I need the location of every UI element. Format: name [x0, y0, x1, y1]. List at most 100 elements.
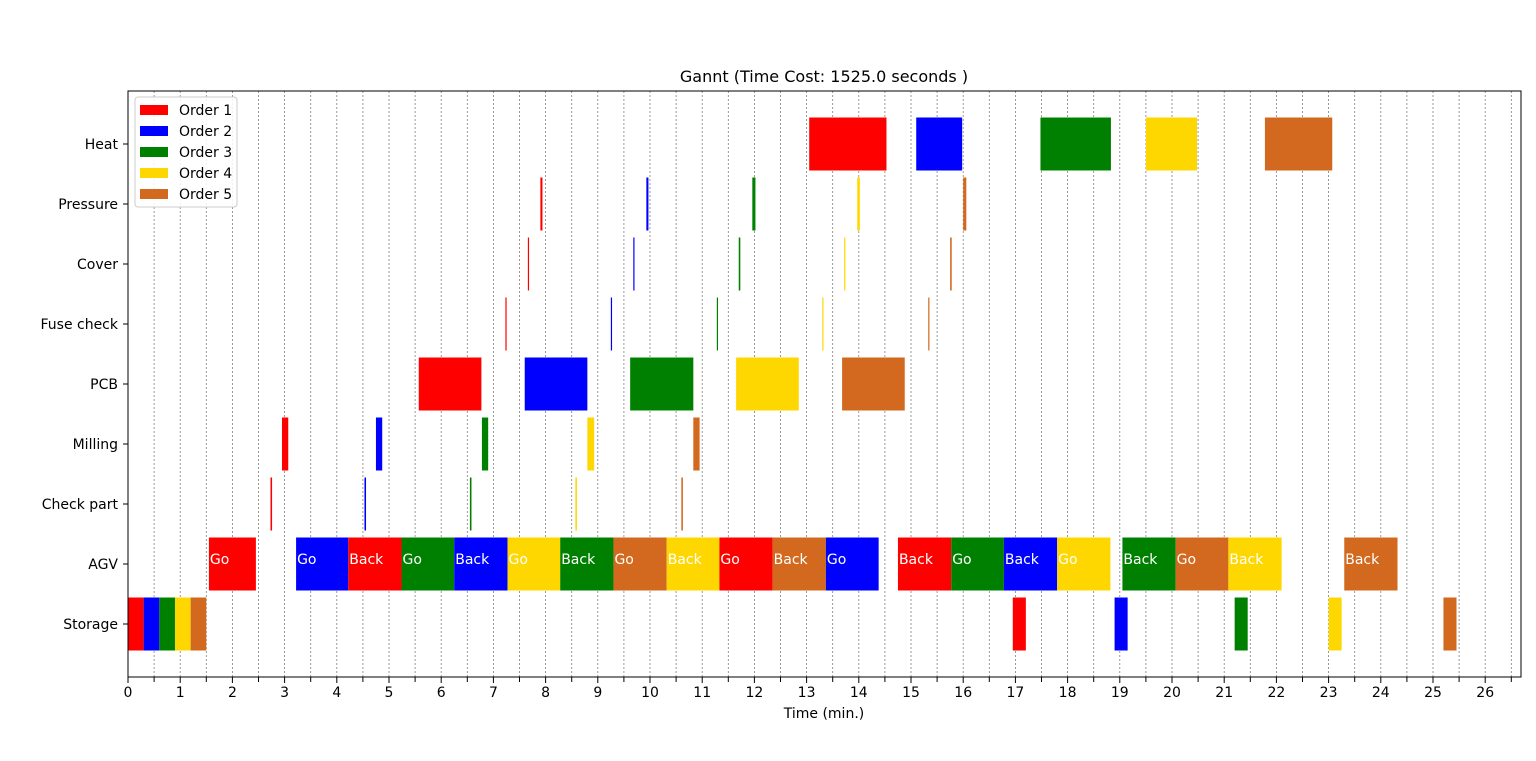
x-tick-label: 17 [1006, 685, 1024, 701]
y-tick-label: Cover [77, 257, 118, 273]
task-bar [738, 237, 741, 291]
task-bar [143, 597, 160, 651]
task-bar [646, 177, 649, 231]
x-tick-label: 13 [798, 685, 816, 701]
x-tick-label: 11 [693, 685, 711, 701]
task-bar [1040, 117, 1111, 171]
task-label: Go [297, 552, 316, 568]
task-bar [693, 417, 700, 471]
legend-swatch [140, 105, 168, 115]
task-bar [469, 477, 472, 531]
task-bar [1443, 597, 1457, 651]
legend: Order 1 Order 2 Order 3 Order 4 Order 5 [134, 96, 238, 208]
x-tick-label: 0 [124, 685, 133, 701]
task-bar [128, 597, 144, 651]
task-bar [822, 297, 824, 351]
x-tick-label: 1 [176, 685, 185, 701]
x-tick-label: 20 [1163, 685, 1181, 701]
task-bar [375, 417, 383, 471]
task-bar [1264, 117, 1333, 171]
y-tick-label: AGV [88, 557, 118, 573]
task-bar [1145, 117, 1198, 171]
task-bar [719, 537, 773, 591]
task-bar [348, 537, 402, 591]
y-tick-label: Storage [63, 617, 118, 633]
task-bar [825, 537, 879, 591]
task-bar [666, 537, 720, 591]
legend-label: Order 2 [179, 124, 232, 140]
axes: 0 1 2 3 4 5 6 7 8 9 10 11 12 13 14 15 16 17 18 19 20 21 22 23 24… [40, 90, 1522, 701]
task-bar [897, 537, 952, 591]
task-bars: Go Go Back Go Back Go Back Go Back Go Back Go Back Go… [128, 117, 1457, 651]
task-bar [418, 357, 482, 411]
task-label: Go [210, 552, 229, 568]
legend-label: Order 1 [179, 103, 232, 119]
task-bar [1175, 537, 1229, 591]
task-label: Back [1005, 552, 1040, 568]
task-label: Back [1229, 552, 1264, 568]
task-bar [481, 417, 489, 471]
task-bar [208, 537, 256, 591]
task-bar [454, 537, 508, 591]
x-tick-label: 24 [1372, 685, 1390, 701]
x-tick-label: 8 [541, 685, 550, 701]
task-bar [1114, 597, 1128, 651]
task-bar [296, 537, 349, 591]
task-label: Back [1345, 552, 1380, 568]
task-bar [540, 177, 543, 231]
x-tick-label: 2 [228, 685, 237, 701]
task-bar [736, 357, 799, 411]
x-tick-label: 19 [1111, 685, 1129, 701]
legend-label: Order 3 [179, 145, 232, 161]
x-tick-label: 4 [332, 685, 341, 701]
task-label: Go [1177, 552, 1196, 568]
legend-label: Order 4 [179, 166, 232, 182]
x-tick-label: 7 [489, 685, 498, 701]
task-bar [1234, 597, 1248, 651]
chart-title: Gannt (Time Cost: 1525.0 seconds ) [680, 67, 968, 86]
x-tick-label: 18 [1059, 685, 1077, 701]
legend-label: Order 5 [179, 187, 232, 203]
task-bar [610, 297, 613, 351]
task-bar [844, 237, 846, 291]
task-bar [928, 297, 930, 351]
task-bar [633, 237, 635, 291]
y-tick-label: Fuse check [40, 317, 118, 333]
x-tick-label: 5 [385, 685, 394, 701]
task-bar [270, 477, 273, 531]
y-tick-label: PCB [90, 377, 118, 393]
y-tick-label: Check part [42, 497, 119, 513]
task-bar [174, 597, 191, 651]
task-bar [190, 597, 207, 651]
task-label: Go [508, 552, 527, 568]
task-label: Go [827, 552, 846, 568]
task-bar [524, 357, 588, 411]
x-tick-label: 16 [954, 685, 972, 701]
task-bar [963, 177, 967, 231]
task-label: Go [720, 552, 739, 568]
task-label: Go [952, 552, 971, 568]
task-bar [1057, 537, 1111, 591]
x-tick-label: 26 [1476, 685, 1494, 701]
task-label: Back [349, 552, 384, 568]
task-bar [1012, 597, 1026, 651]
task-bar [507, 537, 561, 591]
legend-swatch [140, 168, 168, 178]
x-tick-label: 15 [902, 685, 920, 701]
x-tick-label: 21 [1215, 685, 1233, 701]
y-tick-label: Milling [73, 437, 118, 453]
legend-swatch [140, 126, 168, 136]
task-bar [613, 537, 667, 591]
legend-box [134, 96, 238, 208]
task-label: Back [561, 552, 596, 568]
task-label: Go [1058, 552, 1077, 568]
legend-swatch [140, 189, 168, 199]
task-bar [527, 237, 530, 291]
task-label: Back [899, 552, 934, 568]
task-label: Back [455, 552, 490, 568]
task-bar [575, 477, 577, 531]
x-axis-label: Time (min.) [783, 706, 865, 722]
legend-swatch [140, 147, 168, 157]
x-tick-label: 10 [641, 685, 659, 701]
